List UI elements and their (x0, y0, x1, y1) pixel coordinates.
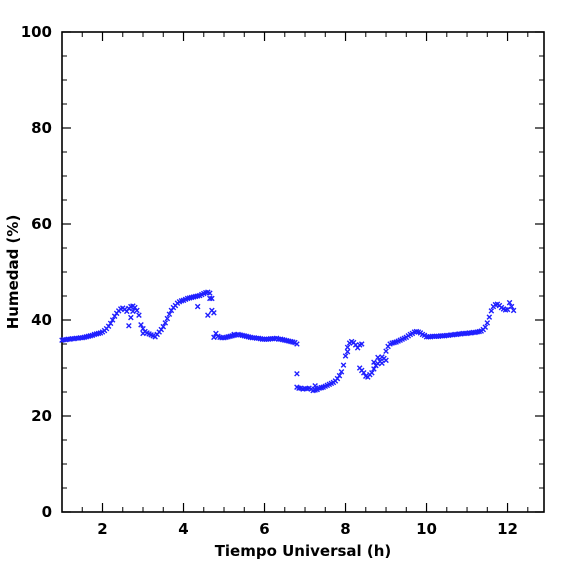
data-point (294, 341, 300, 347)
x-axis-title: Tiempo Universal (h) (215, 542, 392, 560)
y-tick-label: 60 (31, 215, 52, 233)
data-point (136, 312, 142, 318)
data-point (209, 307, 215, 314)
data-point (383, 348, 389, 354)
y-axis-title: Humedad (%) (4, 215, 22, 330)
y-tick-label: 100 (21, 23, 52, 41)
x-tick-label: 10 (416, 520, 437, 538)
data-point (358, 367, 365, 374)
x-tick-label: 2 (97, 520, 107, 538)
data-point (160, 323, 167, 330)
data-point (510, 307, 517, 314)
data-point (164, 315, 171, 322)
data-point (211, 334, 217, 341)
y-tick-label: 0 (42, 503, 52, 521)
y-tick-label: 80 (31, 119, 52, 137)
data-point (371, 366, 377, 372)
data-point (312, 382, 318, 389)
data-point (207, 295, 213, 302)
data-point (379, 360, 385, 366)
data-point (166, 311, 173, 318)
data-point (482, 324, 489, 330)
data-point (138, 322, 144, 328)
points-layer (59, 289, 517, 394)
data-point (484, 320, 491, 326)
data-point (128, 314, 134, 321)
data-point (383, 357, 389, 364)
data-point (358, 341, 365, 347)
axes-layer: 2 4 6 8 10 12 0 20 40 60 80 100 (21, 23, 545, 538)
data-point (140, 330, 146, 337)
data-point (207, 290, 213, 296)
data-point (126, 322, 132, 329)
data-point (344, 344, 351, 351)
y-tick-label: 20 (31, 407, 52, 425)
data-point (504, 306, 511, 313)
data-point (340, 362, 347, 368)
data-point (107, 320, 114, 327)
x-tick-label: 12 (497, 520, 518, 538)
data-point (486, 314, 493, 320)
data-point (130, 308, 136, 315)
data-point (205, 312, 211, 318)
data-point (231, 331, 237, 338)
data-point (294, 370, 300, 377)
data-point (209, 295, 215, 302)
x-tick-label: 4 (178, 520, 188, 538)
data-point (162, 320, 169, 326)
data-point (134, 307, 140, 314)
data-point (375, 354, 381, 361)
x-tick-label: 8 (340, 520, 350, 538)
data-point (344, 348, 351, 355)
data-point (338, 369, 345, 375)
data-point (371, 359, 377, 366)
x-tick-label: 6 (259, 520, 269, 538)
data-point (318, 384, 325, 391)
plot-frame (61, 31, 545, 513)
y-tick-label: 40 (31, 311, 52, 329)
data-point (508, 303, 515, 310)
data-point (336, 372, 343, 379)
data-point (296, 385, 302, 391)
data-point (506, 299, 513, 306)
data-point (109, 317, 116, 323)
data-point (194, 303, 201, 310)
data-point (488, 308, 495, 314)
data-point (342, 353, 349, 359)
data-point (369, 370, 375, 376)
